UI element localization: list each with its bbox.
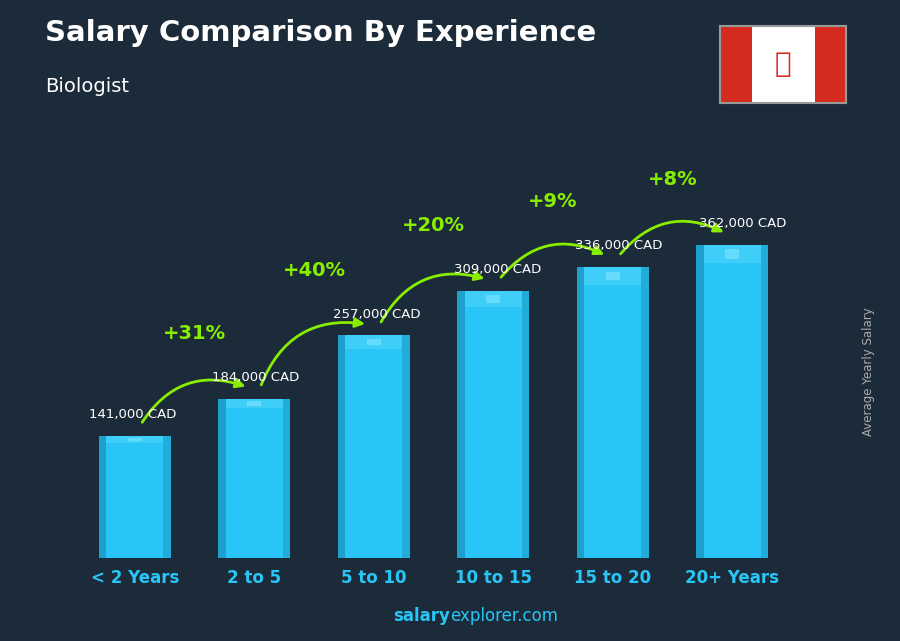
Text: 257,000 CAD: 257,000 CAD: [333, 308, 420, 320]
Bar: [464, 290, 522, 306]
Bar: [366, 339, 381, 345]
Text: 184,000 CAD: 184,000 CAD: [212, 370, 300, 384]
Bar: [99, 436, 171, 558]
Bar: [402, 335, 410, 558]
Bar: [577, 267, 649, 558]
Bar: [697, 245, 704, 558]
Text: +20%: +20%: [402, 216, 465, 235]
Bar: [338, 335, 410, 558]
Bar: [720, 26, 751, 103]
Bar: [345, 335, 402, 349]
Text: 336,000 CAD: 336,000 CAD: [574, 239, 662, 253]
Bar: [697, 245, 769, 558]
Text: +8%: +8%: [648, 170, 698, 189]
Text: Salary Comparison By Experience: Salary Comparison By Experience: [45, 19, 596, 47]
Text: salary: salary: [393, 607, 450, 625]
Bar: [283, 399, 290, 558]
Bar: [814, 26, 846, 103]
Text: 362,000 CAD: 362,000 CAD: [698, 217, 787, 230]
Bar: [248, 401, 261, 406]
Bar: [99, 436, 106, 558]
Bar: [584, 267, 642, 285]
Text: +40%: +40%: [283, 261, 346, 279]
Bar: [725, 249, 740, 259]
Bar: [577, 267, 584, 558]
Bar: [128, 438, 142, 441]
Bar: [106, 436, 164, 443]
Bar: [457, 290, 529, 558]
Text: Biologist: Biologist: [45, 77, 129, 96]
Bar: [486, 294, 500, 303]
Bar: [226, 399, 283, 408]
Bar: [219, 399, 226, 558]
Bar: [761, 245, 769, 558]
Text: 🍁: 🍁: [775, 50, 791, 78]
Text: 309,000 CAD: 309,000 CAD: [454, 263, 541, 276]
Text: explorer.com: explorer.com: [450, 607, 558, 625]
Text: Average Yearly Salary: Average Yearly Salary: [862, 308, 875, 436]
Bar: [219, 399, 290, 558]
Bar: [457, 290, 464, 558]
Bar: [704, 245, 761, 263]
Bar: [338, 335, 345, 558]
Bar: [522, 290, 529, 558]
Bar: [606, 272, 620, 280]
Text: 141,000 CAD: 141,000 CAD: [89, 408, 176, 421]
Bar: [164, 436, 171, 558]
Text: +9%: +9%: [528, 192, 578, 212]
Text: +31%: +31%: [163, 324, 226, 343]
Bar: [752, 26, 814, 103]
Bar: [642, 267, 649, 558]
